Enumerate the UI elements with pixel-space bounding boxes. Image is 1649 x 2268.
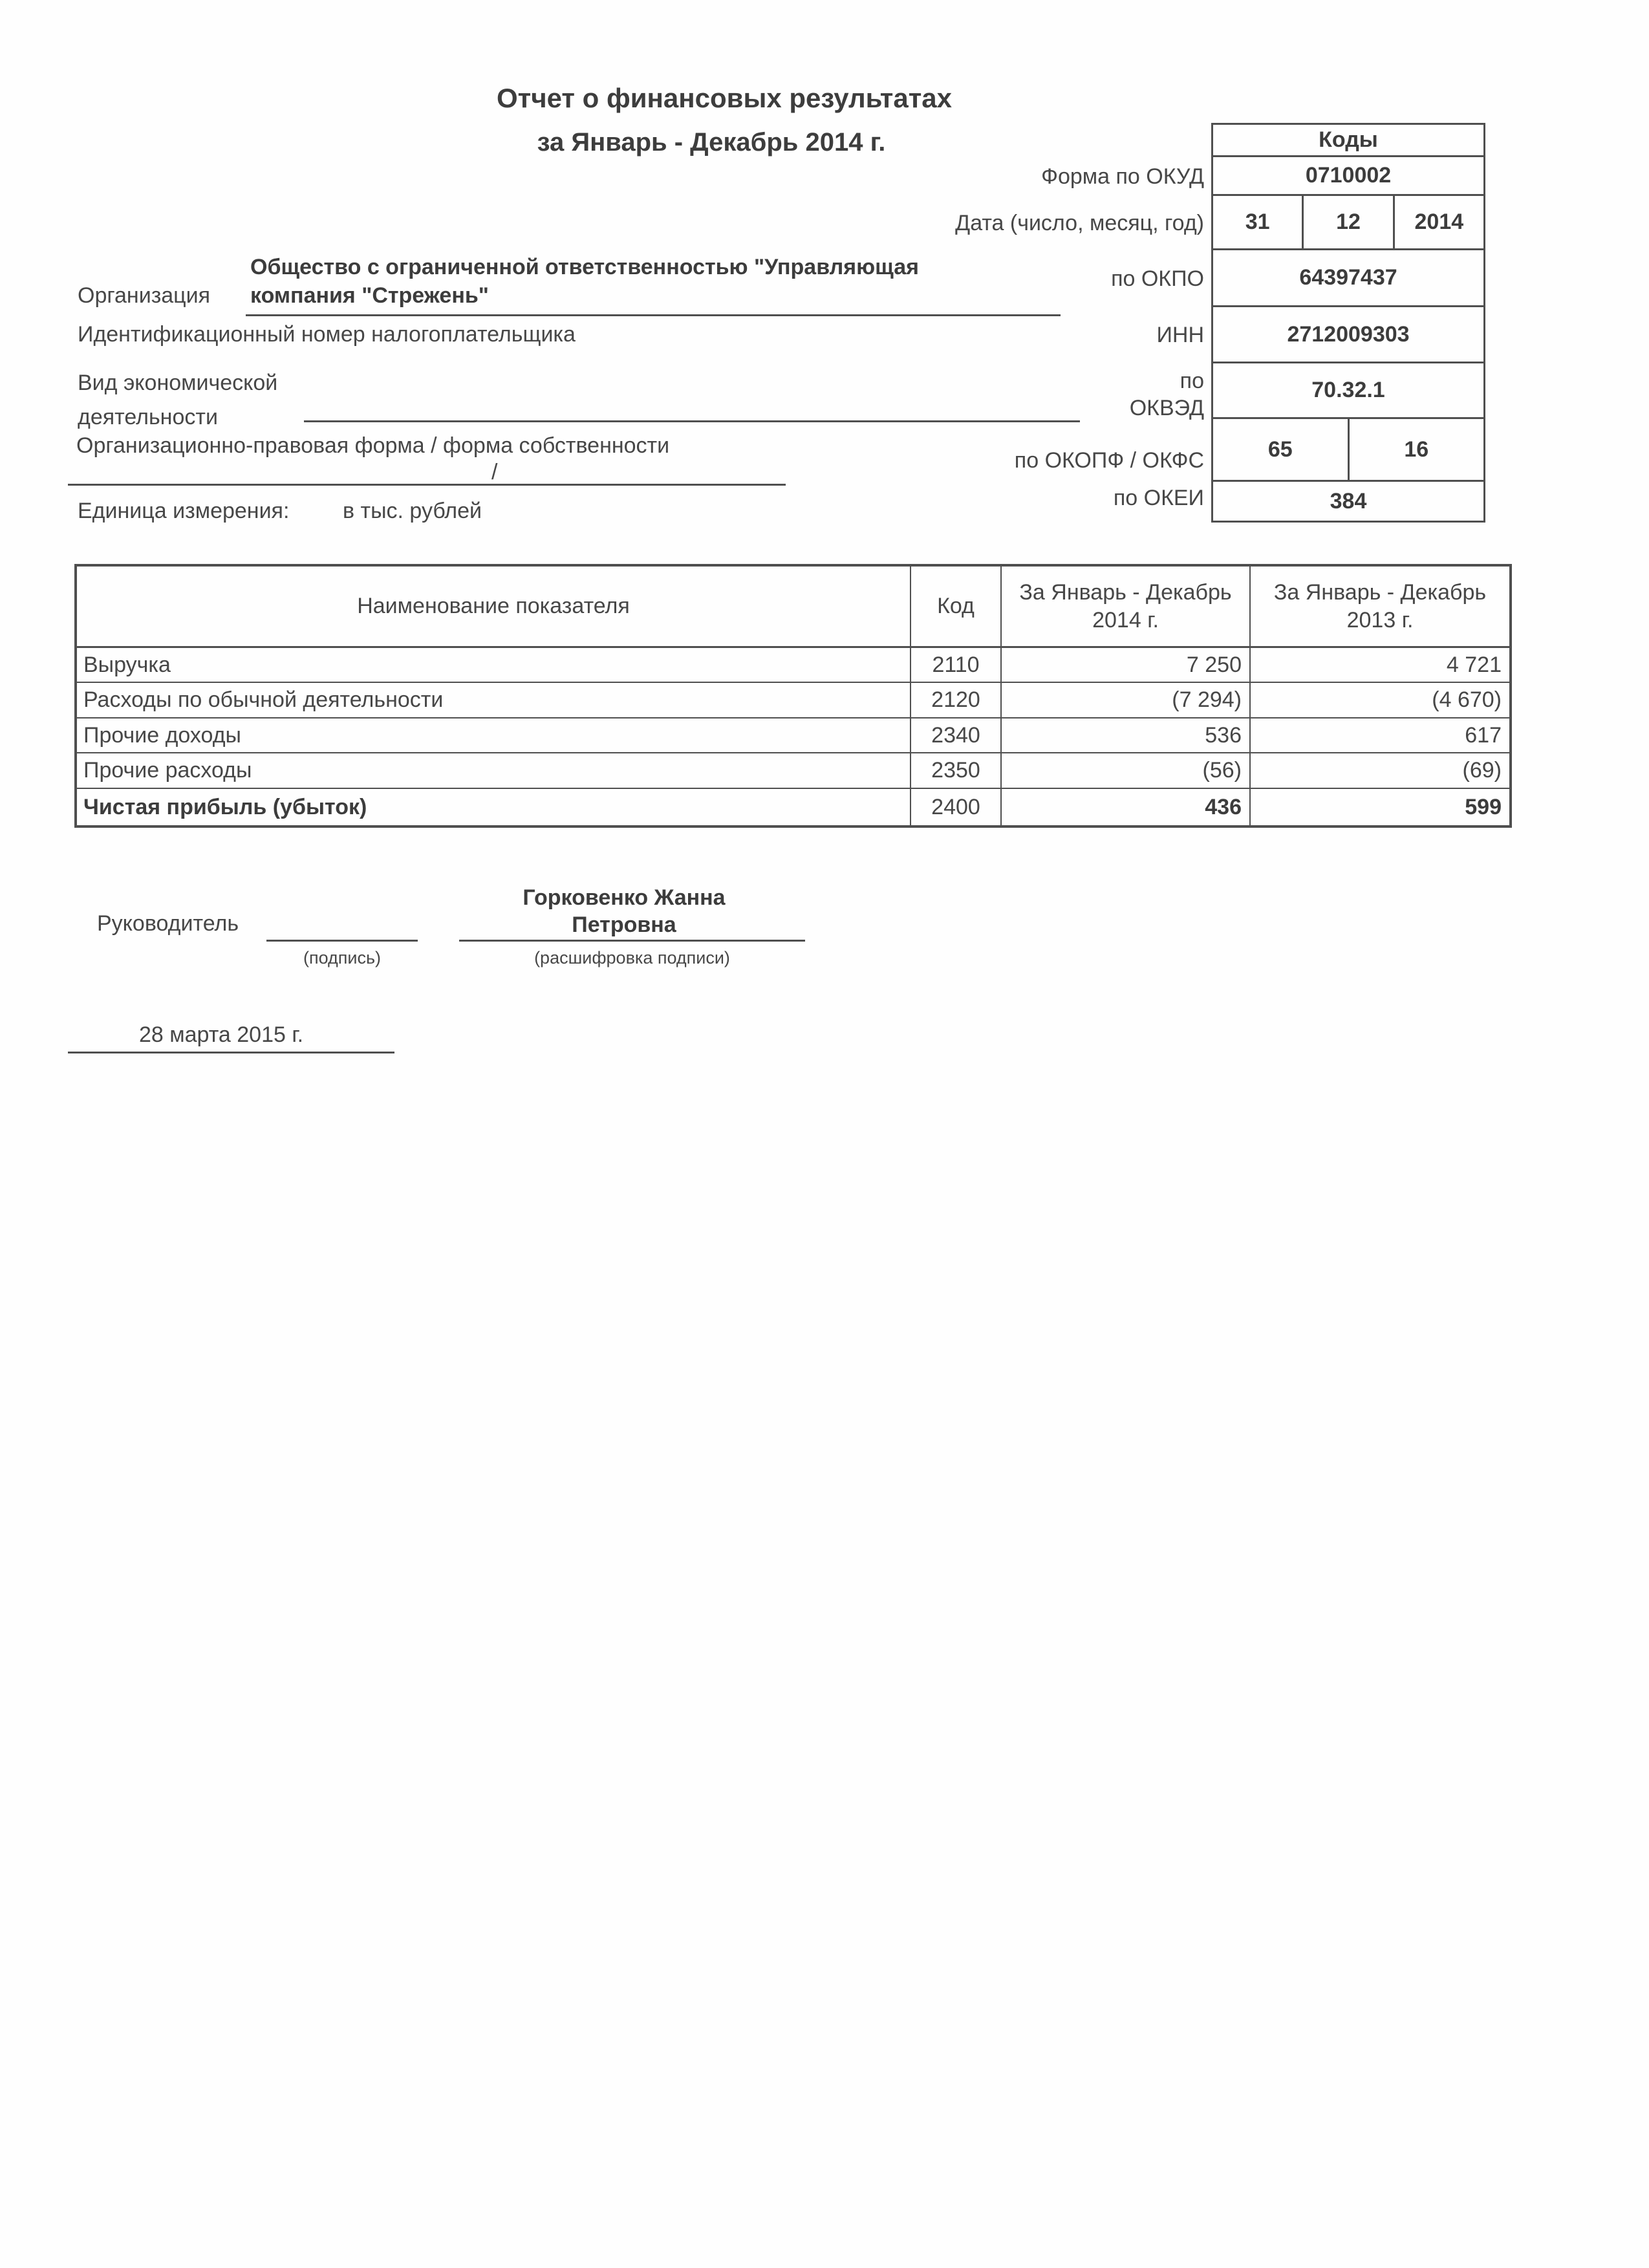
signer-name-caption: (расшифровка подписи): [534, 948, 730, 967]
row-code: 2110: [911, 648, 1002, 683]
signature-line: [266, 940, 418, 942]
okpo-label: по ОКПО: [1111, 266, 1204, 291]
row-name: Выручка: [77, 648, 911, 683]
legal-form-label: Организационно-правовая форма / форма со…: [76, 433, 670, 458]
row-value-2014: 7 250: [1002, 648, 1251, 683]
report-title: Отчет о финансовых результатах: [496, 83, 953, 113]
codes-box: Коды 0710002 31 12 2014 64397437 2712009…: [1211, 123, 1485, 523]
inn-code-cell: 2712009303: [1211, 305, 1485, 363]
row-value-2013: 599: [1465, 794, 1502, 819]
legal-form-slash: /: [491, 460, 498, 484]
col-header-2014-line2: 2014 г.: [1092, 607, 1159, 632]
okopf-okfs-label: по ОКОПФ / ОКФС: [1014, 448, 1204, 473]
okei-label: по ОКЕИ: [1113, 486, 1204, 510]
org-label: Организация: [78, 283, 211, 308]
codes-header: Коды: [1211, 123, 1485, 157]
activity-underline: [304, 420, 1080, 422]
okved-label-line1: по: [1180, 369, 1204, 393]
date-code-row: 31 12 2014: [1211, 194, 1485, 250]
row-name: Расходы по обычной деятельности: [77, 683, 911, 718]
date-label: Дата (число, месяц, год): [955, 211, 1204, 235]
row-code: 2120: [911, 683, 1002, 718]
row-name: Прочие доходы: [77, 718, 911, 753]
inn-label-text: ИНН: [1156, 323, 1204, 347]
row-value-2014: 536: [1002, 718, 1251, 753]
taxpayer-id-label: Идентификационный номер налогоплательщик…: [78, 322, 576, 347]
org-name-line1: Общество с ограниченной ответственностью…: [250, 255, 919, 279]
signature-date: 28 марта 2015 г.: [139, 1022, 304, 1047]
signature-date-underline: [68, 1052, 394, 1053]
okei-code-cell: 384: [1211, 480, 1485, 523]
col-header-2014: За Январь - Декабрь 2014 г.: [1002, 567, 1251, 648]
head-label: Руководитель: [97, 911, 239, 936]
row-value-2014: 436: [1002, 789, 1251, 825]
row-value-2013: (69): [1251, 753, 1509, 789]
okud-label: Форма по ОКУД: [1041, 164, 1204, 189]
col-header-2013-line1: За Январь - Декабрь: [1273, 580, 1487, 605]
okved-label: по ОКВЭД: [1130, 367, 1204, 422]
signature-caption: (подпись): [303, 948, 382, 967]
unit-label: Единица измерения:: [78, 499, 290, 523]
date-year-cell: 2014: [1392, 196, 1483, 248]
okopf-code-cell: 65: [1267, 437, 1293, 462]
date-month-cell: 12: [1302, 196, 1392, 248]
row-value-2013: 617: [1251, 718, 1509, 753]
col-header-2013: За Январь - Декабрь 2013 г.: [1251, 567, 1509, 648]
col-header-2014-line1: За Январь - Декабрь: [1019, 580, 1232, 605]
col-header-2013-line2: 2013 г.: [1346, 607, 1414, 632]
signer-name-line2: Петровна: [572, 913, 676, 937]
row-code: 2340: [911, 718, 1002, 753]
activity-label-line1: Вид экономической: [78, 371, 278, 395]
row-code: 2400: [911, 789, 1002, 825]
date-day-cell: 31: [1245, 210, 1270, 234]
unit-value: в тыс. рублей: [343, 499, 482, 523]
col-header-name: Наименование показателя: [77, 567, 911, 648]
row-value-2014: (7 294): [1002, 683, 1251, 718]
signer-name-line1: Горковенко Жанна: [523, 885, 726, 910]
row-value-2013: (4 670): [1251, 683, 1509, 718]
inn-label: ИНН: [1156, 321, 1204, 349]
row-name: Прочие расходы: [77, 753, 911, 789]
col-header-code: Код: [911, 567, 1002, 648]
okved-code-cell: 70.32.1: [1211, 362, 1485, 419]
signer-name-line: [459, 940, 805, 942]
org-name-line2: компания "Стрежень": [250, 283, 489, 308]
okved-label-line2: ОКВЭД: [1129, 396, 1204, 420]
okpo-code-cell: 64397437: [1211, 248, 1485, 307]
row-value-2014: (56): [1002, 753, 1251, 789]
report-period-subtitle: за Январь - Декабрь 2014 г.: [537, 128, 886, 157]
row-name-net-profit: Чистая прибыль (убыток): [77, 789, 911, 825]
org-name-underline: [246, 314, 1061, 316]
okopf-okfs-code-row: 65 16: [1211, 417, 1485, 482]
activity-label-line2: деятельности: [78, 405, 218, 429]
okfs-code-cell: 16: [1347, 419, 1484, 480]
okud-code-cell: 0710002: [1211, 155, 1485, 196]
row-code: 2350: [911, 753, 1002, 789]
financial-results-table: Наименование показателя Код За Январь - …: [74, 564, 1512, 828]
row-value-2013: 4 721: [1251, 648, 1509, 683]
legal-form-underline: [68, 484, 786, 486]
